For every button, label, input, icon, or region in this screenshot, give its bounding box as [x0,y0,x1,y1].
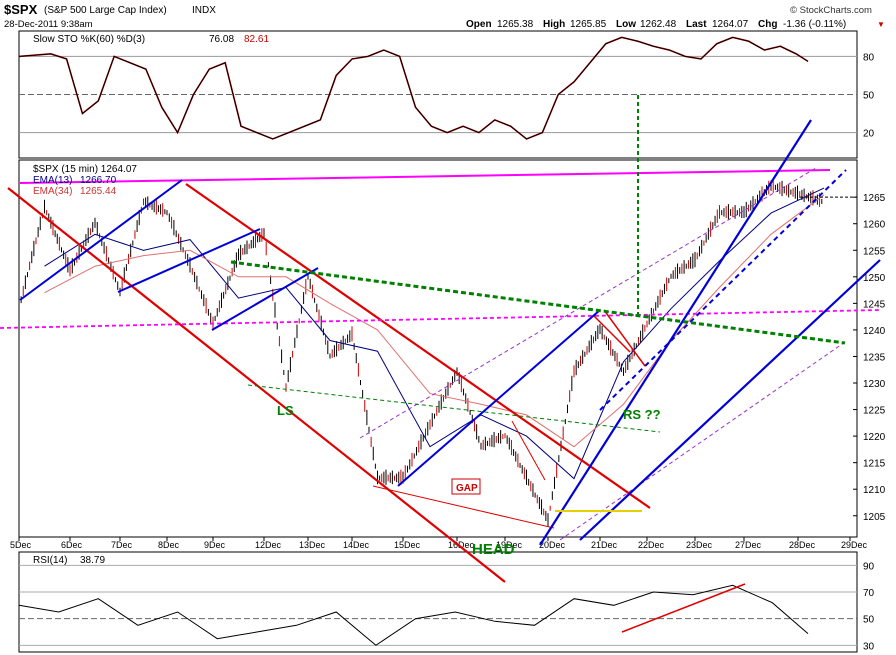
chg-label: Chg [758,19,777,30]
chg-value: -1.36 (-0.11%) [783,19,846,30]
blue-trend-mid [211,267,319,331]
last-label: Last [686,19,707,30]
rsi-tick-label: 50 [863,615,875,626]
purple-channel-lower [559,341,846,541]
high-label: High [543,19,565,30]
rs-wedge-line [593,315,631,353]
down-channel-upper [185,183,651,509]
gap-label-box [451,478,481,495]
date-tick-label: 27Dec [735,540,762,550]
date-tick-label: 6Dec [61,540,83,550]
ema34-legend-name: EMA(34) [33,186,72,197]
low-label: Low [616,19,636,30]
date-tick-label: 13Dec [299,540,326,550]
blue-trend-left [19,179,183,301]
blue-trend-right [397,309,601,487]
rsi-line [18,584,809,646]
price-tick-label: 1225 [863,406,886,417]
date-tick-label: 16Dec [448,540,475,550]
price-tick-label: 1260 [863,220,886,231]
rsi-legend: RSI(14) [33,555,67,566]
open-value: 1265.38 [497,19,534,30]
date-tick-label: 20Dec [539,540,566,550]
stoch-legend: Slow STO %K(60) %D(3) [33,34,145,45]
date-tick-label: 28Dec [789,540,816,550]
price-tick-label: 1215 [863,459,886,470]
rsi-value: 38.79 [80,555,105,566]
rsi-trendline [621,583,746,633]
date-tick-label: 12Dec [255,540,282,550]
chg-down-icon: ▼ [877,20,885,29]
price-tick-label: 1250 [863,273,886,284]
price-tick-label: 1210 [863,485,886,496]
date-tick-label: 9Dec [204,540,226,550]
ema34-legend-value: 1265.44 [80,186,117,197]
symbol: $SPX [4,2,38,17]
rsi-tick-label: 70 [863,588,875,599]
rsi-panel-frame [18,551,858,653]
label-gap: GAP [456,483,478,494]
brand: © StockCharts.com [790,5,872,16]
label-ls: LS [277,403,294,418]
price-tick-label: 1255 [863,246,886,257]
neckline [230,260,846,345]
date-tick-label: 7Dec [111,540,133,550]
price-tick-label: 1235 [863,352,886,363]
stoch-tick-label: 20 [863,129,875,140]
head-low-line [372,485,555,529]
price-layer: 1265 1260 1255 1250 1245 1240 1235 1230 1225 1220… [10,179,886,550]
date-tick-label: 5Dec [10,540,32,550]
label-rs: RS ?? [623,407,661,422]
price-panel-frame [18,159,858,538]
rsi-tick-label: 90 [863,561,875,572]
trendline-layer [0,95,881,633]
datetime: 28-Dec-2011 9:38am [4,19,93,30]
exchange: INDX [192,5,216,16]
last-value: 1264.07 [712,19,749,30]
date-tick-label: 14Dec [343,540,370,550]
index-name: (S&P 500 Large Cap Index) [44,5,167,16]
blue-dashed-midline [599,169,847,411]
price-tick-label: 1240 [863,326,886,337]
rs-wedge-line [603,309,646,367]
low-value: 1262.48 [640,19,677,30]
date-tick-label: 23Dec [686,540,713,550]
date-tick-label: 15Dec [394,540,421,550]
high-value: 1265.85 [570,19,607,30]
ema13-legend-name: EMA(13) [33,175,72,186]
purple-channel-upper [359,167,817,439]
date-tick-label: 29Dec [841,540,868,550]
price-tick-label: 1205 [863,512,886,523]
pink-resistance [19,169,831,184]
open-label: Open [466,19,492,30]
blue-channel-upper [539,119,812,546]
ema-13-line [44,187,825,480]
ema13-legend-value: 1266.70 [80,175,117,186]
stoch-layer: 80 50 20 [18,36,875,140]
date-tick-label: 8Dec [158,540,180,550]
price-tick-label: 1230 [863,379,886,390]
blue-channel-lower [579,259,881,541]
stoch-d-value: 82.61 [244,34,269,45]
gap-arrow-line [511,420,546,481]
green-thin-dashed [247,384,661,433]
rsi-layer: 90 70 50 30 [18,561,875,652]
date-tick-label: 22Dec [638,540,665,550]
stoch-tick-label: 80 [863,52,875,63]
price-tick-label: 1220 [863,432,886,443]
stoch-tick-label: 50 [863,91,875,102]
stoch-k-line [18,36,809,140]
label-head: HEAD [472,541,515,558]
price-tick-label: 1265 [863,193,886,204]
down-channel-lower [7,187,506,583]
price-tick-label: 1245 [863,299,886,310]
rsi-tick-label: 30 [863,641,875,652]
stoch-k-value: 76.08 [209,34,234,45]
date-tick-label: 21Dec [591,540,618,550]
price-legend-title: $SPX (15 min) 1264.07 [33,164,137,175]
date-tick-label: 19Dec [496,540,523,550]
blue-trend-left2 [117,228,261,293]
